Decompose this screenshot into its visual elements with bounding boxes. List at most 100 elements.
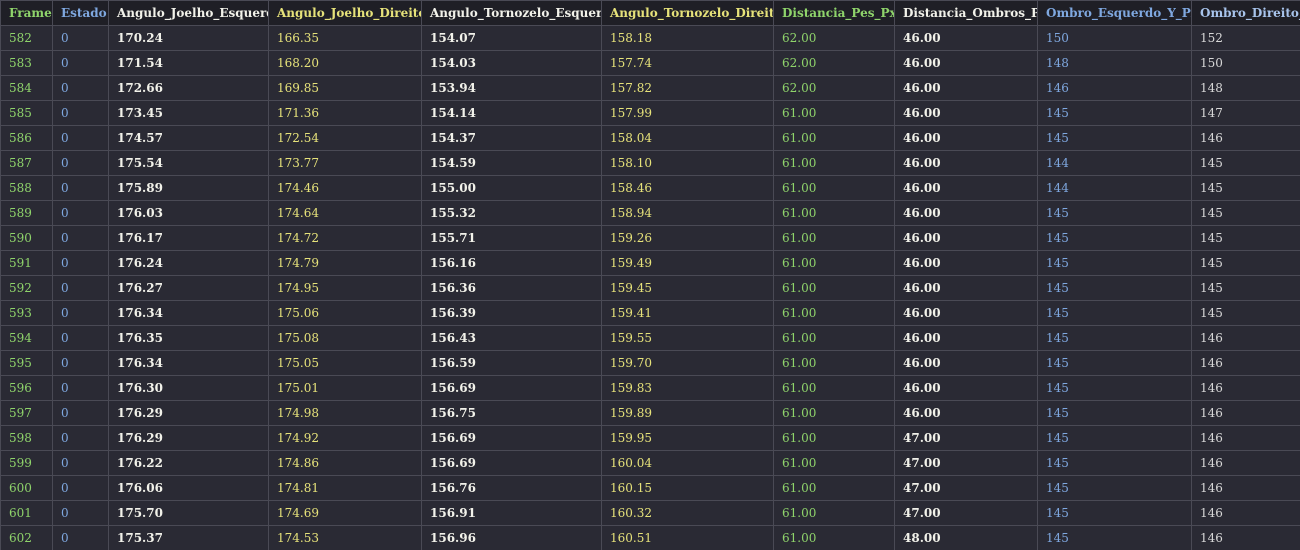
table-cell[interactable]: 0 [52,350,109,376]
table-cell[interactable]: 176.03 [108,200,269,226]
table-cell[interactable]: 61.00 [773,125,895,151]
table-cell[interactable]: 156.75 [421,400,602,426]
column-header[interactable]: Estado [52,0,109,26]
table-cell[interactable]: 175.54 [108,150,269,176]
table-cell[interactable]: 175.89 [108,175,269,201]
table-cell[interactable]: 582 [0,25,53,51]
table-row[interactable]: 596 0 176.30 175.01 156.69 159.83 61.00 46.00 14… [0,375,1300,401]
table-row[interactable]: 589 0 176.03 174.64 155.32 158.94 61.00 46.00 14… [0,200,1300,226]
table-cell[interactable]: 0 [52,200,109,226]
table-row[interactable]: 587 0 175.54 173.77 154.59 158.10 61.00 46.00 14… [0,150,1300,176]
table-cell[interactable]: 152 [1191,25,1300,51]
table-cell[interactable]: 0 [52,175,109,201]
table-cell[interactable]: 591 [0,250,53,276]
table-cell[interactable]: 159.49 [601,250,774,276]
table-cell[interactable]: 157.82 [601,75,774,101]
column-header[interactable]: Angulo_Joelho_Esquerdo [108,0,269,26]
table-cell[interactable]: 146 [1037,75,1192,101]
table-cell[interactable]: 148 [1191,75,1300,101]
table-cell[interactable]: 159.55 [601,325,774,351]
table-cell[interactable]: 153.94 [421,75,602,101]
table-cell[interactable]: 160.32 [601,500,774,526]
table-cell[interactable]: 145 [1037,350,1192,376]
table-cell[interactable]: 46.00 [894,100,1038,126]
table-cell[interactable]: 593 [0,300,53,326]
table-cell[interactable]: 160.15 [601,475,774,501]
table-cell[interactable]: 145 [1037,425,1192,451]
table-cell[interactable]: 174.81 [268,475,422,501]
table-cell[interactable]: 155.00 [421,175,602,201]
table-cell[interactable]: 0 [52,50,109,76]
table-cell[interactable]: 594 [0,325,53,351]
table-cell[interactable]: 174.98 [268,400,422,426]
table-cell[interactable]: 596 [0,375,53,401]
table-cell[interactable]: 61.00 [773,475,895,501]
table-cell[interactable]: 46.00 [894,25,1038,51]
table-cell[interactable]: 145 [1037,525,1192,550]
table-cell[interactable]: 154.14 [421,100,602,126]
table-cell[interactable]: 154.07 [421,25,602,51]
table-cell[interactable]: 150 [1191,50,1300,76]
table-cell[interactable]: 175.01 [268,375,422,401]
table-cell[interactable]: 0 [52,125,109,151]
table-cell[interactable]: 599 [0,450,53,476]
table-cell[interactable]: 159.26 [601,225,774,251]
table-cell[interactable]: 0 [52,100,109,126]
table-cell[interactable]: 156.43 [421,325,602,351]
table-cell[interactable]: 0 [52,325,109,351]
table-row[interactable]: 590 0 176.17 174.72 155.71 159.26 61.00 46.00 14… [0,225,1300,251]
table-cell[interactable]: 145 [1037,325,1192,351]
table-cell[interactable]: 158.04 [601,125,774,151]
table-cell[interactable]: 145 [1191,275,1300,301]
column-header[interactable]: Distancia_Ombros_Px [894,0,1038,26]
table-cell[interactable]: 176.29 [108,400,269,426]
table-cell[interactable]: 46.00 [894,200,1038,226]
table-row[interactable]: 592 0 176.27 174.95 156.36 159.45 61.00 46.00 14… [0,275,1300,301]
table-cell[interactable]: 159.45 [601,275,774,301]
table-cell[interactable]: 145 [1191,250,1300,276]
table-row[interactable]: 584 0 172.66 169.85 153.94 157.82 62.00 46.00 14… [0,75,1300,101]
table-cell[interactable]: 174.64 [268,200,422,226]
table-row[interactable]: 594 0 176.35 175.08 156.43 159.55 61.00 46.00 14… [0,325,1300,351]
table-cell[interactable]: 46.00 [894,400,1038,426]
table-cell[interactable]: 174.86 [268,450,422,476]
table-row[interactable]: 591 0 176.24 174.79 156.16 159.49 61.00 46.00 14… [0,250,1300,276]
table-cell[interactable]: 61.00 [773,200,895,226]
table-cell[interactable]: 48.00 [894,525,1038,550]
table-cell[interactable]: 46.00 [894,75,1038,101]
table-cell[interactable]: 171.36 [268,100,422,126]
table-cell[interactable]: 157.74 [601,50,774,76]
table-cell[interactable]: 47.00 [894,475,1038,501]
table-cell[interactable]: 170.24 [108,25,269,51]
table-cell[interactable]: 145 [1191,175,1300,201]
table-cell[interactable]: 146 [1191,325,1300,351]
table-cell[interactable]: 145 [1037,300,1192,326]
table-cell[interactable]: 175.37 [108,525,269,550]
table-cell[interactable]: 175.70 [108,500,269,526]
table-cell[interactable]: 145 [1037,375,1192,401]
table-row[interactable]: 582 0 170.24 166.35 154.07 158.18 62.00 46.00 15… [0,25,1300,51]
table-row[interactable]: 588 0 175.89 174.46 155.00 158.46 61.00 46.00 14… [0,175,1300,201]
table-cell[interactable]: 168.20 [268,50,422,76]
table-cell[interactable]: 172.66 [108,75,269,101]
table-cell[interactable]: 146 [1191,350,1300,376]
table-cell[interactable]: 588 [0,175,53,201]
table-row[interactable]: 593 0 176.34 175.06 156.39 159.41 61.00 46.00 14… [0,300,1300,326]
table-cell[interactable]: 46.00 [894,125,1038,151]
table-cell[interactable]: 46.00 [894,275,1038,301]
table-cell[interactable]: 61.00 [773,375,895,401]
table-cell[interactable]: 160.51 [601,525,774,550]
table-cell[interactable]: 61.00 [773,300,895,326]
table-cell[interactable]: 154.59 [421,150,602,176]
table-cell[interactable]: 61.00 [773,150,895,176]
table-cell[interactable]: 174.53 [268,525,422,550]
table-cell[interactable]: 146 [1191,375,1300,401]
table-cell[interactable]: 146 [1191,500,1300,526]
table-cell[interactable]: 155.71 [421,225,602,251]
table-cell[interactable]: 159.41 [601,300,774,326]
table-row[interactable]: 600 0 176.06 174.81 156.76 160.15 61.00 47.00 14… [0,475,1300,501]
column-header[interactable]: Angulo_Tornozelo_Esquerdo [421,0,602,26]
table-cell[interactable]: 0 [52,225,109,251]
table-cell[interactable]: 47.00 [894,425,1038,451]
table-cell[interactable]: 46.00 [894,50,1038,76]
